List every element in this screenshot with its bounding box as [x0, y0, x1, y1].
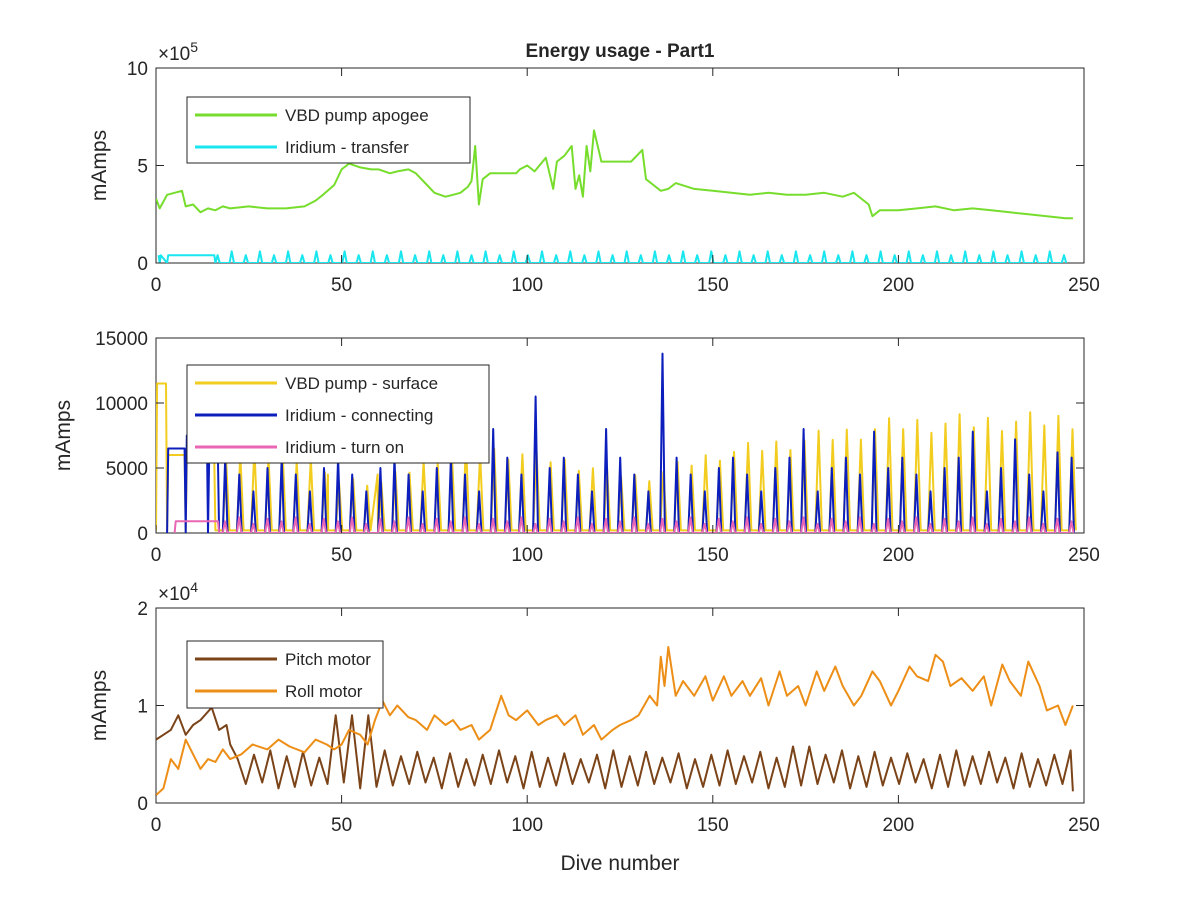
- x-tick-label: 150: [697, 815, 729, 836]
- y-axis-label: mAmps: [88, 670, 111, 741]
- legend-label: VBD pump - surface: [285, 374, 438, 393]
- x-tick-label: 50: [331, 275, 352, 296]
- series-group: [156, 646, 1074, 796]
- x-tick-label: 100: [511, 275, 543, 296]
- x-tick-label: 50: [331, 815, 352, 836]
- legend-box: [186, 96, 471, 164]
- y-axis-exponent-power: 5: [190, 39, 198, 55]
- x-tick-label: 0: [151, 815, 162, 836]
- legend-label: Iridium - transfer: [285, 138, 409, 157]
- y-tick-label: 5000: [106, 459, 148, 480]
- y-tick-label: 10000: [95, 394, 148, 415]
- y-tick-label: 0: [137, 794, 148, 815]
- y-tick-label: 15000: [95, 329, 148, 350]
- series-group: [156, 352, 1077, 533]
- x-tick-label: 250: [1068, 545, 1100, 566]
- y-axis-label: mAmps: [88, 130, 111, 201]
- series-line-2: [156, 646, 1074, 796]
- x-tick-label: 200: [883, 815, 915, 836]
- legend: VBD pump - surface Iridium - connecting Ir…: [186, 364, 490, 464]
- series-group: [156, 129, 1073, 263]
- legend-box: [186, 640, 384, 709]
- legend: VBD pump apogee Iridium - transfer: [186, 96, 471, 164]
- x-tick-label: 0: [151, 275, 162, 296]
- series-line-2: [157, 250, 1068, 263]
- y-axis-exponent-power: 4: [190, 579, 198, 595]
- legend-label: Iridium - connecting: [285, 406, 433, 425]
- y-tick-label: 0: [137, 524, 148, 545]
- x-tick-label: 100: [511, 545, 543, 566]
- x-tick-label: 250: [1068, 815, 1100, 836]
- y-tick-label: 10: [127, 59, 148, 80]
- y-tick-label: 1: [137, 697, 148, 718]
- x-axis-label: Dive number: [560, 852, 679, 875]
- x-tick-label: 0: [151, 545, 162, 566]
- legend: Pitch motor Roll motor: [186, 640, 384, 709]
- y-tick-label: 0: [137, 254, 148, 275]
- y-tick-label: 2: [137, 599, 148, 620]
- chart-title: Energy usage - Part1: [525, 41, 714, 62]
- chart-panel-2: 0 50 100 150 200 250 0 5000 10000 15000 mAmps VBD p…: [52, 329, 1100, 566]
- y-axis-label: mAmps: [52, 400, 75, 471]
- legend-label: Iridium - turn on: [285, 438, 404, 457]
- legend-label: VBD pump apogee: [285, 106, 429, 125]
- x-tick-label: 50: [331, 545, 352, 566]
- x-tick-label: 150: [697, 275, 729, 296]
- x-tick-label: 200: [883, 545, 915, 566]
- x-tick-label: 150: [697, 545, 729, 566]
- series-line-2: [166, 352, 1075, 533]
- series-line-3: [173, 516, 1075, 533]
- series-line-1: [156, 129, 1073, 220]
- x-tick-label: 250: [1068, 275, 1100, 296]
- legend-label: Roll motor: [285, 682, 363, 701]
- x-tick-label: 100: [511, 815, 543, 836]
- y-tick-label: 5: [137, 157, 148, 178]
- legend-label: Pitch motor: [285, 650, 371, 669]
- x-tick-label: 200: [883, 275, 915, 296]
